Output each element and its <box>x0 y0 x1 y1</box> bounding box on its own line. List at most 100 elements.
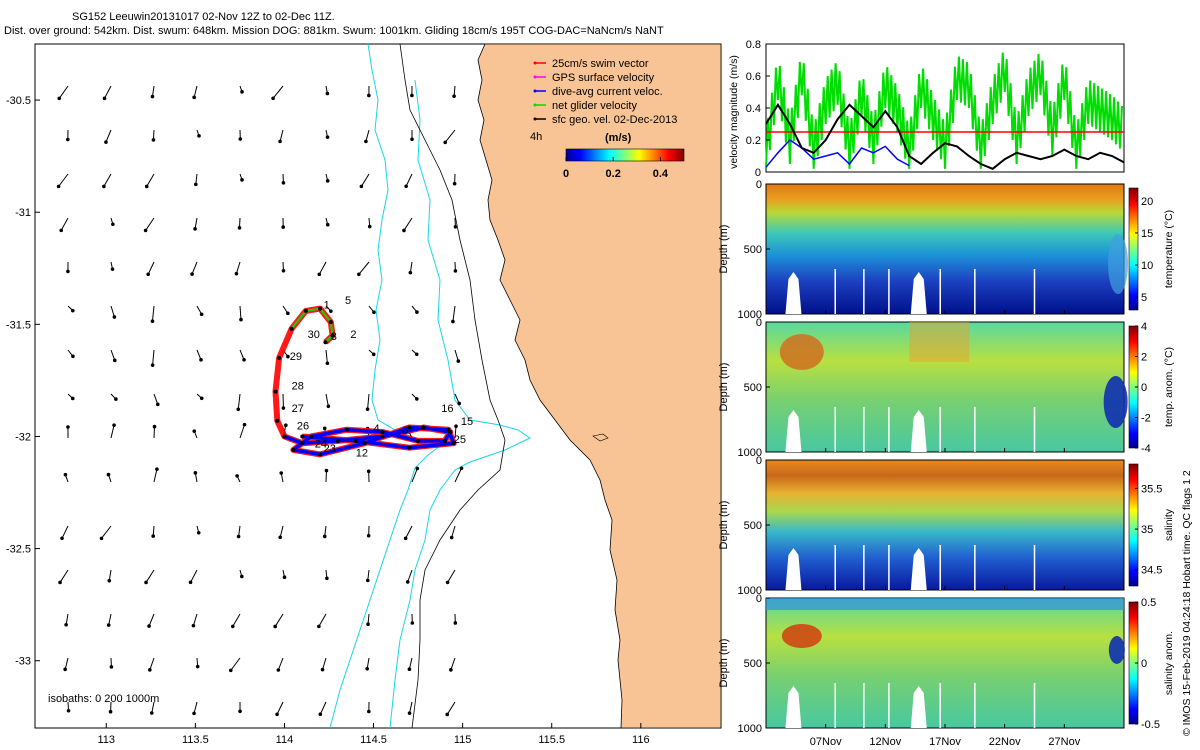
arrow-head <box>102 96 107 101</box>
map-ytick-label: -32.5 <box>6 544 31 556</box>
colorbar-tick-label: 0 <box>563 168 569 180</box>
day-label: 3 <box>331 331 337 343</box>
geo-velocity-arrow <box>151 305 155 322</box>
arrow-head <box>151 534 155 538</box>
geo-velocity-arrow <box>110 349 116 361</box>
dive-point <box>275 418 280 423</box>
arrow-head <box>453 621 458 625</box>
arrow-head <box>281 406 286 410</box>
velocity-panel: 0 0.2 0.4 0.6 0.8 velocity magnitude (m/s) <box>728 39 1125 179</box>
arrow-head <box>366 622 370 626</box>
missing-data-gap <box>910 686 927 728</box>
depth-tick-label: 500 <box>744 520 762 532</box>
arrow-head <box>402 228 406 233</box>
speed-colorbar <box>565 148 685 162</box>
arrow-head <box>286 311 290 316</box>
arrow-head <box>445 712 450 717</box>
geo-velocity-arrow <box>59 569 69 583</box>
legend-entry: GPS surface velocity <box>552 72 655 84</box>
section-salinity-field <box>765 459 1125 591</box>
dive-point <box>442 438 447 443</box>
day-label: 27 <box>292 403 304 415</box>
depth-tick-label: 500 <box>744 244 762 256</box>
dive-point <box>309 434 314 439</box>
dive-point <box>451 441 456 446</box>
map-xtick-label: 115.5 <box>538 734 565 746</box>
day-label: 26 <box>297 421 309 433</box>
arrow-head <box>278 535 283 540</box>
missing-data-gap <box>910 272 927 314</box>
legend-entry: sfc geo. vel. 02-Dec-2013 <box>552 114 677 126</box>
colorbar-tick-label: 0.5 <box>1141 597 1156 609</box>
arrow-head <box>240 90 244 94</box>
dive-point <box>330 333 335 338</box>
section-salinity-anomaly: 0 500 1000 Depth (m) -0.5 0 0.5 salinity anom. <box>718 593 1175 735</box>
arrow-head <box>276 668 281 672</box>
colorbar-tick-label: 35 <box>1141 524 1153 536</box>
dive-point <box>303 308 308 313</box>
colorbar-tick-label: 0 <box>1141 382 1147 394</box>
arrow-head <box>104 140 108 144</box>
arrow-head <box>329 309 333 313</box>
geo-velocity-arrow <box>318 261 327 275</box>
arrow-head <box>325 222 330 227</box>
arrow-head <box>196 530 201 535</box>
geo-velocity-arrow <box>108 613 112 626</box>
arrow-head <box>367 709 371 714</box>
geo-velocity-arrow <box>193 701 198 714</box>
colorbar-tick-label: 35.5 <box>1141 483 1162 495</box>
warm-layer <box>909 322 970 362</box>
depth-tick-label: 1000 <box>738 585 762 597</box>
dive-point <box>335 438 340 443</box>
arrow-head <box>64 623 68 627</box>
island-rottnest <box>592 433 609 442</box>
velocity-ytick-label: 0.4 <box>746 103 761 115</box>
arrow-head <box>236 534 241 539</box>
geo-velocity-arrow <box>194 217 198 229</box>
time-tick-label: 07Nov <box>810 736 842 748</box>
geo-velocity-arrow <box>452 305 456 322</box>
warm-anomaly-blob <box>779 334 824 370</box>
arrow-head <box>364 139 368 144</box>
series-sfc-geo-vel- <box>765 102 1125 170</box>
arrow-head <box>452 94 456 98</box>
section-colorbar <box>1128 463 1139 587</box>
arrow-head <box>445 580 450 585</box>
velocity-series <box>765 52 1125 170</box>
geo-velocity-arrow <box>444 129 456 143</box>
colorbar-tick-label: 5 <box>1141 292 1147 304</box>
geo-velocity-arrow <box>446 701 456 715</box>
colorbar-tick-label: -4 <box>1141 443 1151 455</box>
geo-velocity-arrow <box>60 217 69 231</box>
arrow-head <box>71 354 75 359</box>
colorbar-tick-label: 4 <box>1141 321 1147 333</box>
dive-point <box>328 320 333 325</box>
arrow-head <box>150 319 155 324</box>
time-tick-label: 22Nov <box>989 736 1021 748</box>
series-dive-avg-current-veloc- <box>765 139 910 168</box>
arrow-head <box>149 711 154 715</box>
salty-anomaly-blob <box>781 624 822 648</box>
arrow-head <box>151 138 156 142</box>
arrow-head <box>415 466 420 471</box>
geo-velocity-arrow <box>232 613 241 627</box>
geo-velocity-arrow <box>147 261 155 275</box>
day-label: 15 <box>461 416 473 428</box>
arrow-head <box>109 665 114 669</box>
day-label: 4 <box>374 423 380 435</box>
dive-point <box>407 445 412 450</box>
dive-point <box>289 326 294 331</box>
missing-data-gap <box>785 410 802 452</box>
arrow-head <box>63 472 68 477</box>
geo-velocity-arrow <box>151 701 155 714</box>
arrow-head <box>57 96 62 101</box>
arrow-head <box>457 401 462 406</box>
map-xtick-label: 114.5 <box>360 734 387 746</box>
map-legend: 25cm/s swim vector GPS surface velocity di… <box>533 58 677 126</box>
section-colorbar-label: salinity anom. <box>1163 631 1175 695</box>
fresh-anomaly-blob <box>1108 636 1125 664</box>
geo-velocity-arrow <box>325 349 328 364</box>
arrow-head <box>111 222 115 227</box>
